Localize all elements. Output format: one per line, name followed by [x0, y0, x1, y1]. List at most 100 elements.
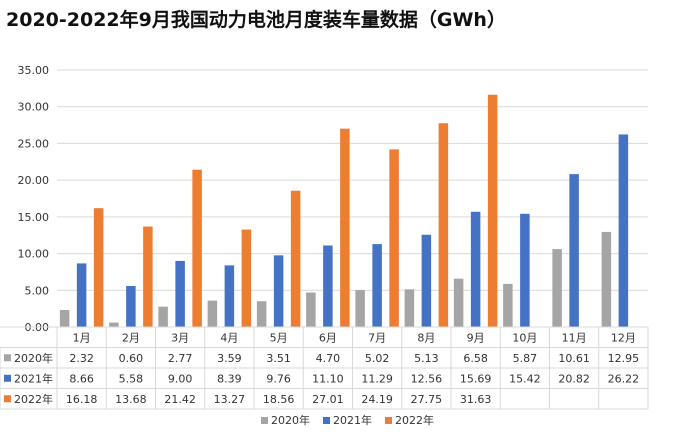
bar [109, 322, 119, 327]
grid-layer [57, 69, 648, 291]
bar [389, 149, 399, 327]
bar [404, 289, 415, 327]
data-label: 11.10 [312, 372, 344, 385]
y-tick-label: 5.00 [25, 284, 50, 297]
data-label: 3.59 [217, 352, 242, 365]
x-tick-label: 10月 [512, 331, 537, 344]
data-label: 31.63 [460, 393, 492, 406]
data-label: 18.56 [263, 393, 295, 406]
table-legend-key [4, 354, 11, 362]
x-tick-label: 2月 [122, 331, 140, 344]
x-tick-label: 7月 [368, 331, 386, 344]
legend-key [261, 417, 268, 424]
bar [503, 283, 513, 327]
bar [323, 245, 333, 327]
data-label: 2.32 [69, 352, 94, 365]
y-tick-label: 20.00 [18, 174, 50, 187]
data-label: 10.61 [558, 352, 590, 365]
bar [470, 211, 481, 327]
bar [76, 263, 87, 327]
legend-key [385, 417, 392, 424]
legend-label: 2022年 [395, 413, 434, 427]
x-tick-label: 12月 [611, 331, 636, 344]
bar [438, 123, 449, 327]
bar [618, 134, 629, 327]
data-label: 0.60 [119, 352, 144, 365]
data-label: 15.69 [460, 372, 492, 385]
bar [207, 300, 218, 327]
data-label: 24.19 [361, 393, 393, 406]
data-label: 15.42 [509, 372, 541, 385]
data-label: 12.56 [411, 372, 443, 385]
data-label: 9.76 [266, 372, 291, 385]
x-tick-label: 11月 [562, 331, 587, 344]
data-label: 5.02 [365, 352, 390, 365]
bar [487, 94, 498, 328]
data-label: 6.58 [463, 352, 488, 365]
bar [256, 301, 267, 327]
data-label: 5.87 [513, 352, 538, 365]
bar [340, 128, 350, 327]
data-table: 1月 2月 3月 4月 5月 6月 7月 8月 9月 10月 11月 12月 2020年 2.32 0.60… [0, 326, 649, 410]
y-tick-label: 10.00 [18, 248, 50, 261]
bar [306, 292, 316, 327]
bar [601, 231, 612, 327]
data-label: 5.13 [414, 352, 439, 365]
bar [158, 306, 168, 327]
bar [175, 260, 185, 327]
bar [290, 190, 301, 327]
legend-label: 2020年 [271, 413, 310, 427]
data-label: 16.18 [66, 393, 98, 406]
data-label: 2.77 [168, 352, 193, 365]
data-label: 8.39 [217, 372, 242, 385]
data-label: 21.42 [164, 393, 196, 406]
data-label: 4.70 [316, 352, 341, 365]
data-label: 8.66 [69, 372, 94, 385]
table-legend-key [4, 374, 11, 382]
data-label: 27.01 [312, 393, 344, 406]
data-label: 5.58 [119, 372, 144, 385]
x-tick-label: 5月 [270, 331, 288, 344]
table-legend-key [4, 395, 11, 403]
data-label: 13.27 [214, 393, 246, 406]
data-label: 3.51 [266, 352, 291, 365]
legend: 2020年 2021年 2022年 [261, 413, 434, 427]
x-tick-label: 6月 [319, 331, 337, 344]
bar [421, 234, 432, 327]
data-label: 27.75 [411, 393, 443, 406]
legend-key [323, 417, 330, 424]
bar [241, 229, 252, 327]
bar [372, 244, 382, 327]
data-label: 11.29 [361, 372, 393, 385]
table-series-label: 2020年 [14, 351, 53, 365]
x-tick-label: 3月 [171, 331, 189, 344]
chart-title: 2020-2022年9月我国动力电池月度装车量数据（GWh） [6, 8, 506, 31]
data-label: 13.68 [115, 393, 147, 406]
data-label: 20.82 [558, 372, 590, 385]
bar [355, 290, 365, 327]
data-label: 12.95 [608, 352, 640, 365]
bars-layer [59, 94, 629, 328]
y-tick-label: 25.00 [18, 137, 50, 150]
table-series-label: 2021年 [14, 371, 53, 385]
bar [552, 249, 562, 327]
x-tick-label: 9月 [467, 331, 485, 344]
x-tick-label: 4月 [220, 331, 238, 344]
legend-label: 2021年 [333, 413, 372, 427]
bar [93, 208, 104, 327]
x-tick-label: 8月 [417, 331, 435, 344]
bar [126, 286, 136, 327]
data-label: 26.22 [608, 372, 640, 385]
bar [520, 213, 530, 327]
bar [224, 265, 235, 327]
bar [569, 174, 579, 327]
bar [143, 226, 153, 327]
x-tick-label: 1月 [73, 331, 91, 344]
data-label: 9.00 [168, 372, 193, 385]
table-series-label: 2022年 [14, 392, 53, 406]
bar [453, 278, 464, 327]
y-tick-label: 35.00 [18, 64, 50, 77]
